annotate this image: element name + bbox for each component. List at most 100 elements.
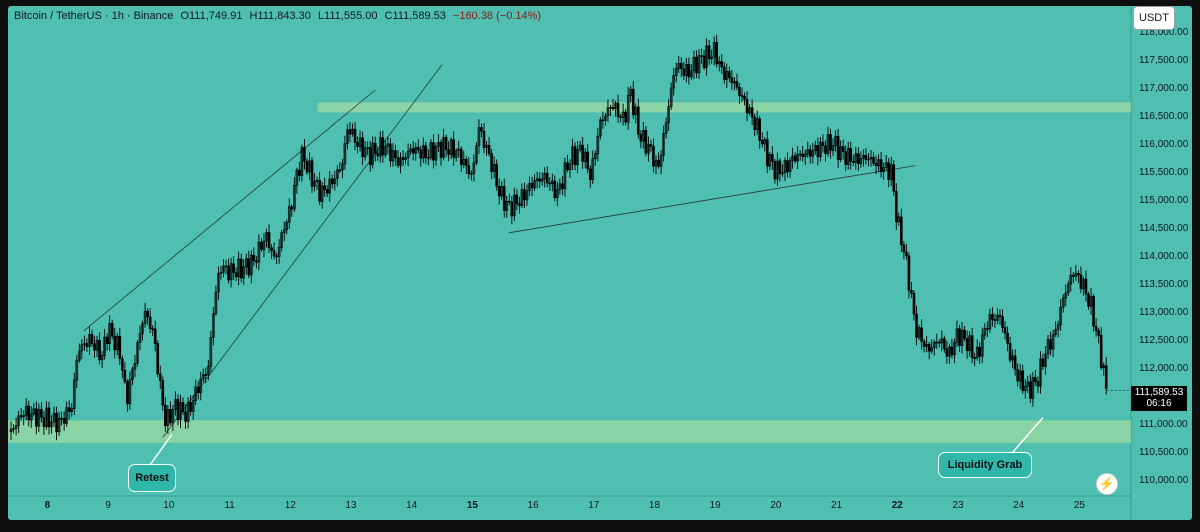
candle-body [796, 154, 799, 162]
candle-body [191, 400, 195, 412]
candle-body [113, 335, 117, 351]
candle-body [581, 144, 584, 162]
candle-body [171, 409, 175, 424]
candle-body [1051, 334, 1055, 350]
y-tick-label: 110,500.00 [1139, 447, 1189, 458]
candle-body [874, 163, 878, 167]
candle-body [998, 314, 1002, 317]
candle-body [35, 408, 38, 427]
candle-body [343, 143, 347, 165]
candle-body [568, 163, 572, 171]
candle-body [17, 415, 20, 426]
flash-icon[interactable]: ⚡ [1096, 473, 1118, 495]
candle-body [725, 71, 729, 80]
candle-body [781, 172, 784, 175]
candle-body [948, 346, 951, 357]
candle-body [85, 343, 89, 347]
candle-body [381, 137, 385, 156]
candle-body [209, 337, 213, 367]
candle-body [341, 163, 344, 171]
candle-body [654, 159, 658, 167]
candle-body [743, 95, 746, 100]
candle-body [849, 148, 853, 162]
candle-body [330, 178, 334, 185]
candle-body [902, 244, 906, 253]
candle-body [819, 141, 822, 158]
candle-body [1072, 274, 1075, 277]
resistance-zone [317, 102, 1132, 113]
candle-body [798, 153, 802, 156]
candle-body [199, 378, 203, 393]
candle-body [518, 203, 521, 206]
y-tick-label: 113,500.00 [1139, 279, 1189, 290]
candle-body [105, 336, 109, 344]
candle-body [1061, 297, 1065, 308]
symbol-header: Bitcoin / TetherUS · 1h · Binance O111,7… [14, 10, 545, 22]
candle-body [808, 149, 812, 157]
candle-body [356, 142, 359, 148]
candle-body [986, 328, 989, 330]
candle-body [730, 77, 734, 84]
candle-body [174, 398, 177, 410]
candle-body [396, 157, 400, 166]
low-value: L111,555.00 [317, 10, 378, 22]
candle-body [1026, 381, 1030, 387]
candle-body [328, 178, 332, 194]
candle-body [305, 161, 309, 173]
candle-body [960, 329, 964, 346]
candle-body [634, 106, 638, 116]
candle-body [1099, 334, 1103, 368]
candle-body [831, 145, 835, 151]
candle-body [475, 145, 478, 164]
x-tick-label: 25 [1074, 500, 1086, 511]
candle-body [454, 150, 458, 158]
candle-body [563, 162, 567, 190]
candle-body [298, 169, 301, 176]
candle-body [515, 194, 519, 205]
candle-body [1054, 328, 1057, 335]
symbol-label: Bitcoin / TetherUS · 1h · Binance [14, 10, 174, 22]
candle-body [353, 128, 357, 143]
candle-body [806, 149, 810, 155]
candle-body [1064, 292, 1068, 299]
candle-body [940, 338, 944, 344]
candle-body [47, 407, 51, 428]
candle-body [649, 144, 653, 147]
candle-body [667, 106, 670, 124]
currency-button[interactable]: USDT [1133, 6, 1175, 30]
candle-body [447, 149, 450, 155]
candle-body [1006, 332, 1009, 344]
candle-body [406, 150, 410, 159]
candle-body [315, 179, 319, 182]
candle-body [166, 409, 170, 426]
candle-body [672, 75, 676, 89]
candle-body [115, 335, 119, 351]
candle-body [480, 127, 483, 132]
candle-body [745, 99, 749, 114]
retest-callout: Retest [128, 464, 176, 492]
candle-body [29, 413, 33, 421]
candle-body [323, 185, 326, 190]
candle-body [978, 346, 982, 357]
candle-body [346, 129, 349, 144]
candle-body [1087, 293, 1090, 307]
liquidity-grab-callout: Liquidity Grab [938, 452, 1032, 478]
candle-body [659, 154, 663, 167]
candle-body [207, 365, 210, 376]
candle-body [219, 271, 223, 274]
candle-body [50, 421, 53, 428]
candle-body [1029, 381, 1032, 399]
candle-body [371, 142, 375, 165]
candle-body [586, 151, 590, 170]
candle-body [37, 409, 41, 427]
candle-body [325, 189, 329, 194]
candle-body [222, 265, 225, 273]
candle-body [677, 62, 681, 70]
candle-body [1008, 342, 1012, 361]
candle-body [841, 146, 845, 152]
candle-body [333, 178, 337, 185]
candle-body [1021, 370, 1025, 392]
x-tick-label: 13 [345, 500, 357, 511]
candle-body [707, 45, 711, 60]
